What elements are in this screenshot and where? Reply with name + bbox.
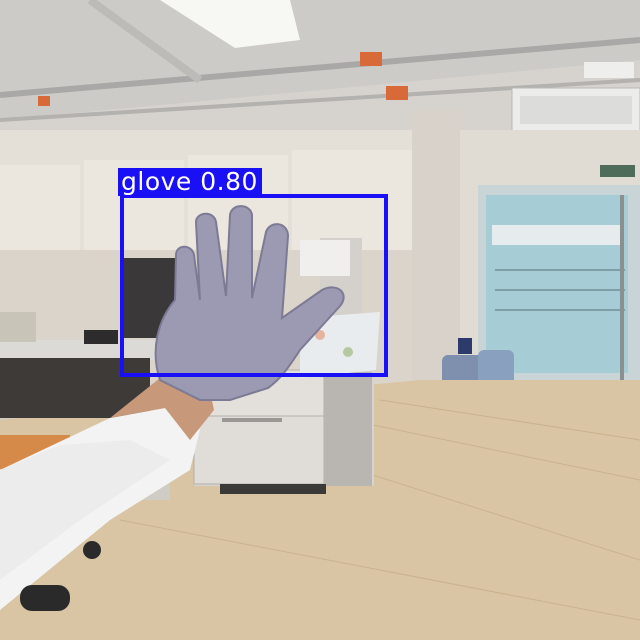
- pillar: [412, 110, 462, 400]
- bounding-box: [120, 194, 388, 377]
- door-sign: [492, 225, 622, 245]
- detection-label: glove 0.80: [118, 168, 262, 196]
- telephone: [84, 330, 118, 344]
- ceiling-beam: [0, 37, 640, 98]
- desk: [0, 340, 200, 360]
- ceiling-light: [160, 0, 300, 48]
- sprinkler: [38, 96, 50, 106]
- glove: [154, 205, 345, 401]
- exit-sign: [600, 165, 635, 177]
